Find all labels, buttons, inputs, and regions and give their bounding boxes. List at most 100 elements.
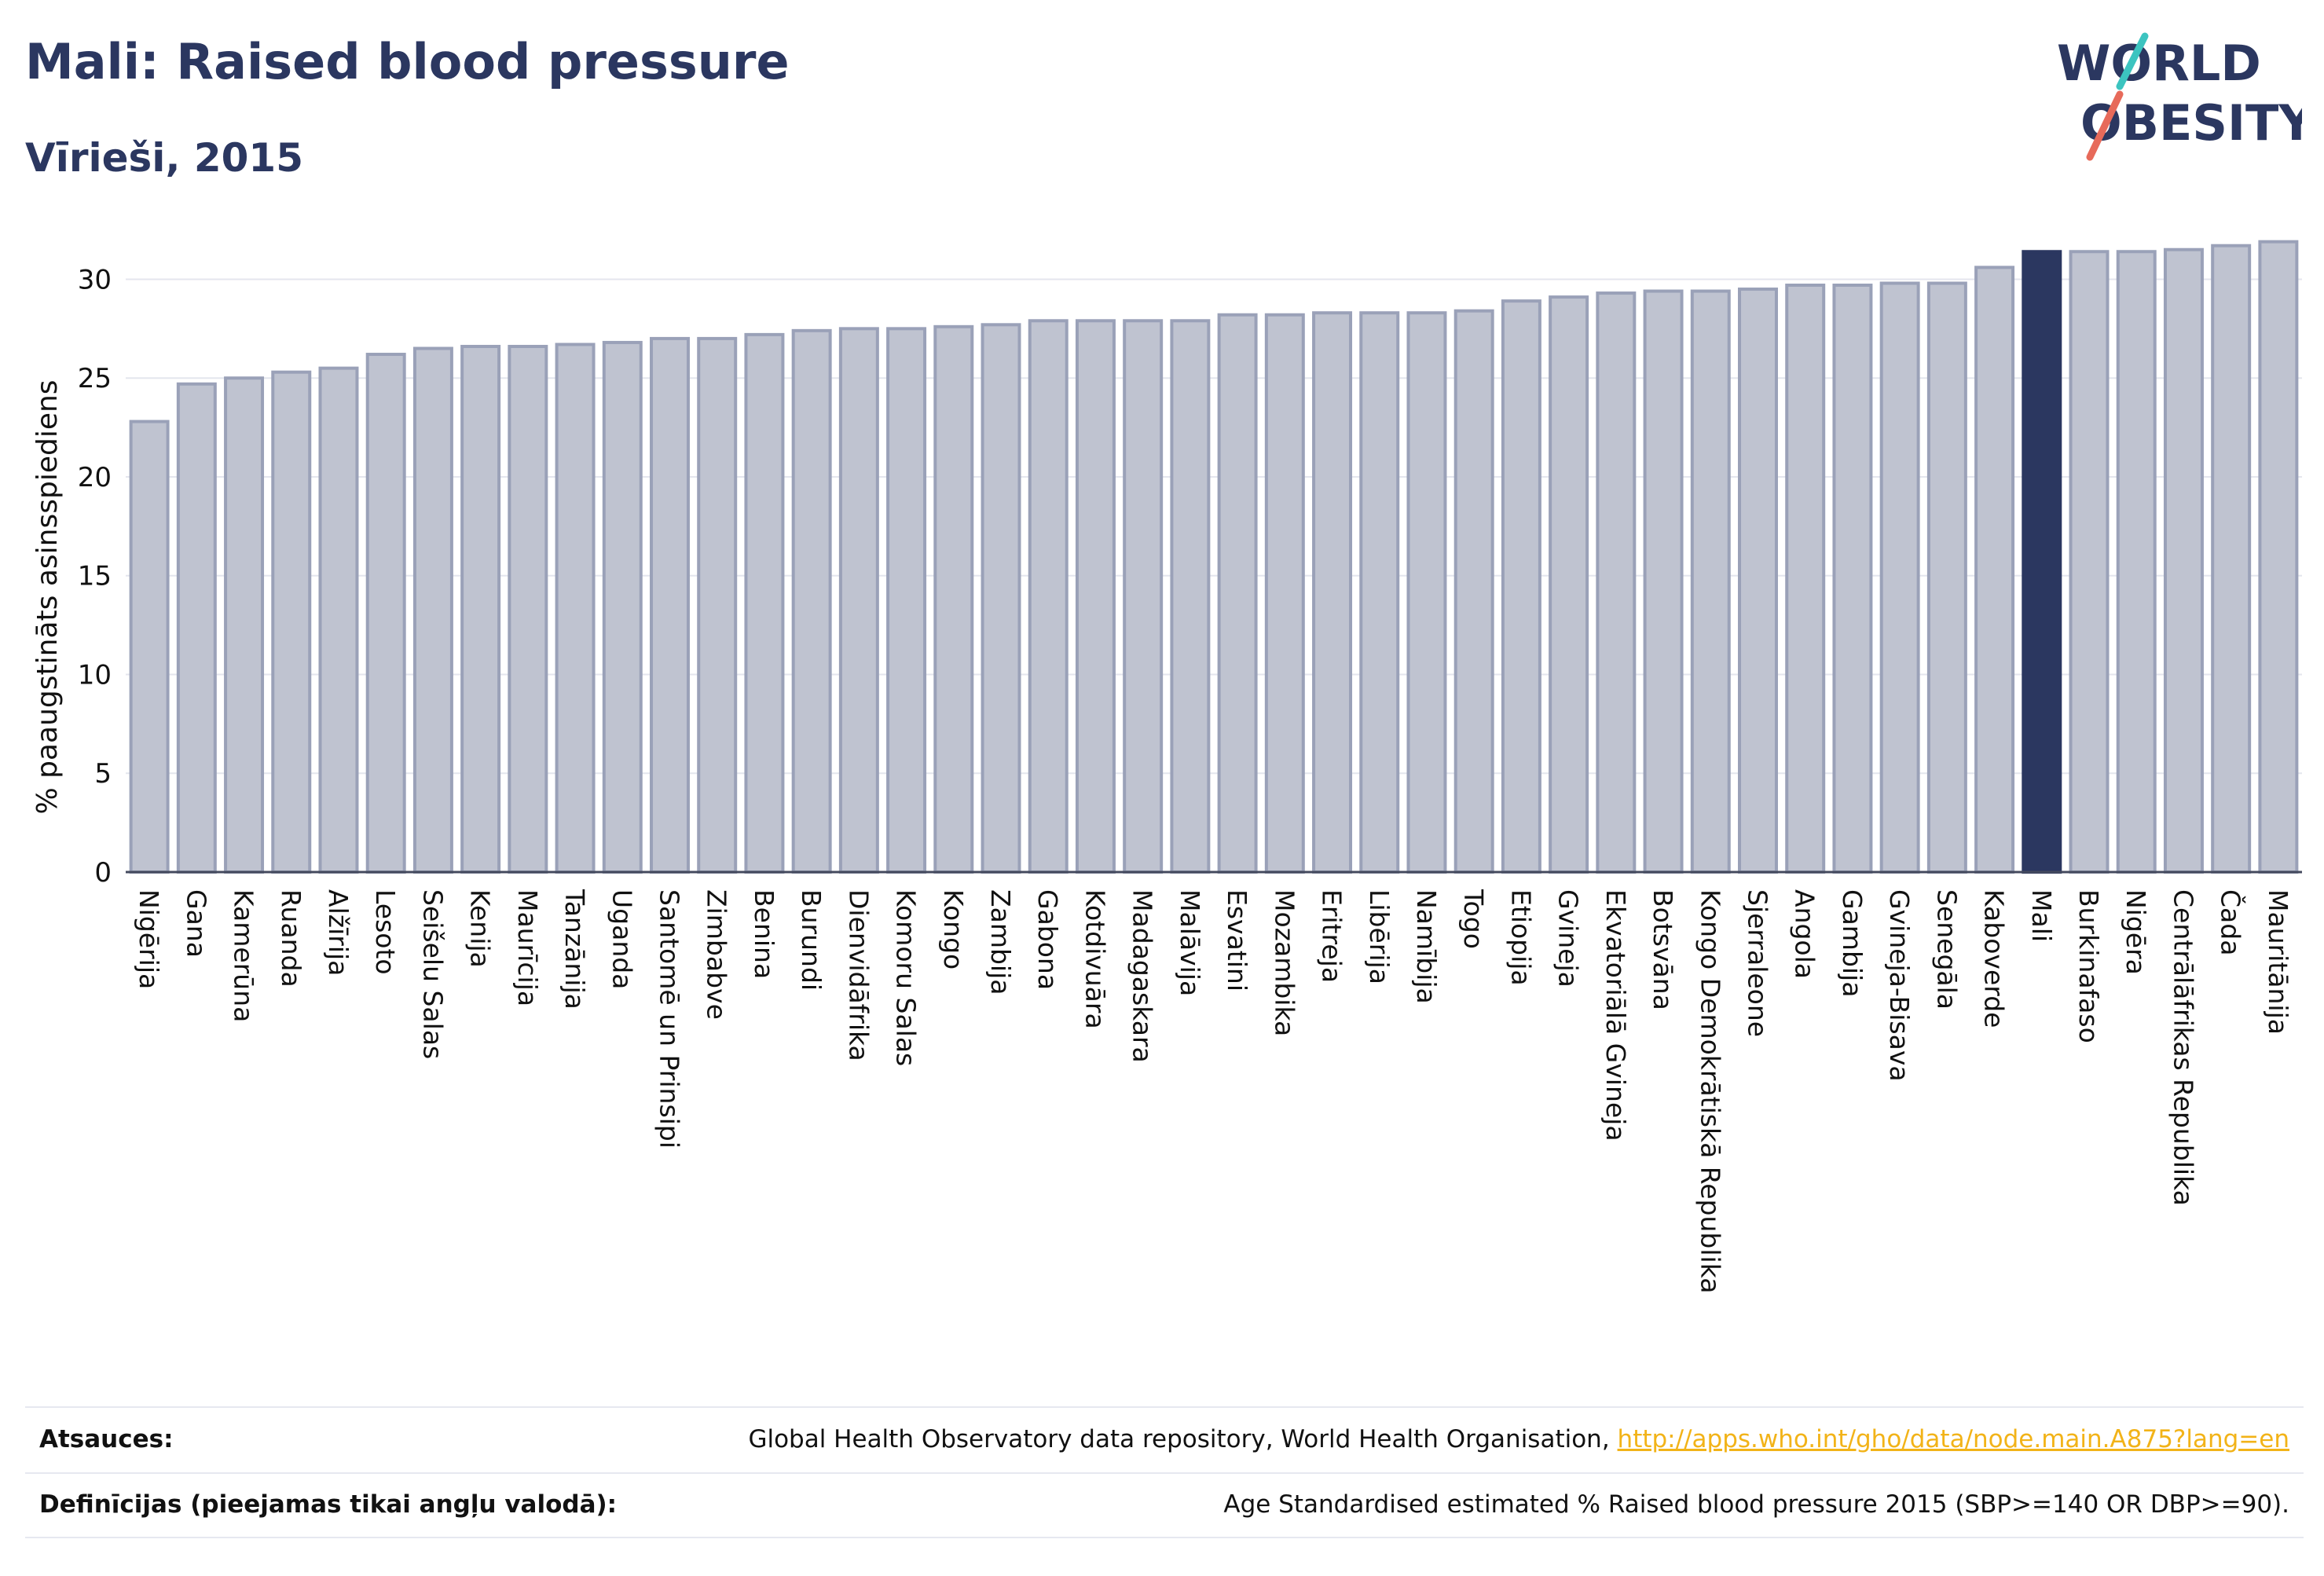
x-tick-label: Mauritānija [2263,889,2293,1035]
bar [2258,240,2299,874]
bar [176,382,217,874]
x-tick-label: Alžīrija [323,889,354,976]
bar [1453,309,1494,874]
footer-divider-middle [25,1472,2304,1474]
x-tick-label: Gvineja-Bisava [1884,889,1915,1082]
y-tick-label: 5 [94,758,112,790]
sources-link[interactable]: http://apps.who.int/gho/data/node.main.A… [1617,1425,2289,1453]
bar [1690,289,1731,874]
bar [365,353,406,874]
bar-chart: 0 5 10 15 20 25 30 Nigērija Gana Kamerūna Ruanda A… [31,240,2302,1293]
x-tick-label: Zimbabve [702,889,732,1020]
x-tick-label: Mozambika [1269,889,1299,1036]
y-axis-ticks: 0 5 10 15 20 25 30 [78,264,112,889]
x-tick-label: Dienvidāfrika [843,889,874,1061]
sources-text: Global Health Observatory data repositor… [748,1425,1610,1453]
x-tick-label: Gabona [1032,889,1063,990]
bar [886,327,927,874]
x-tick-label: Komoru Salas [891,889,922,1066]
x-tick-label: Burundi [796,889,827,991]
bar [697,336,738,874]
x-tick-label: Gana [181,889,211,958]
x-tick-label: Sjerraleone [1743,889,1773,1037]
x-tick-label: Esvatini [1222,889,1252,991]
page-title: Mali: Raised blood pressure [25,33,790,90]
bar [508,344,548,874]
bar [981,323,1021,874]
x-tick-label: Kongo Demokrātiskā Republika [1695,889,1725,1293]
x-tick-label: Madagaskara [1127,889,1158,1063]
bar [1170,319,1211,874]
bar [1028,319,1069,874]
y-tick-label: 30 [78,264,112,295]
world-obesity-logo: WORLD OBESITY [2057,32,2302,161]
bar [2069,250,2110,874]
bar [2211,244,2252,874]
bar-highlighted [2022,250,2062,874]
bar [1596,291,1637,874]
x-tick-label: Benina [749,889,779,979]
bar [791,328,832,874]
y-tick-label: 15 [78,561,112,592]
bar [1879,281,1920,874]
bar [318,366,359,874]
x-tick-label: Ruanda [276,889,306,988]
bar [1123,319,1164,874]
x-tick-label: Nigēra [2121,889,2151,975]
bar [1312,311,1353,874]
y-axis-label: % paaugstināts asinsspiediens [31,379,64,814]
x-tick-label: Gvineja [1553,889,1584,988]
bar [1359,311,1400,874]
bars [126,240,2302,874]
bar [744,332,785,874]
x-tick-label: Seišelu Salas [417,889,448,1059]
definitions-text: Age Standardised estimated % Raised bloo… [1223,1490,2289,1519]
x-tick-label: Kongo [938,889,969,969]
x-tick-label: Malāvija [1175,889,1205,996]
logo-slash-upper [2116,32,2149,90]
bar [460,344,501,874]
y-tick-label: 25 [78,363,112,394]
x-tick-label: Burkinafaso [2073,889,2104,1043]
x-tick-label: Kaboverde [1979,889,2010,1028]
bar [1217,313,1258,874]
x-tick-label: Eritreja [1317,889,1347,983]
bar [1926,281,1967,874]
x-tick-label: Namībija [1411,889,1442,1004]
bar [1738,288,1778,874]
bar [838,327,879,874]
x-tick-label: Mali [2026,889,2057,942]
definitions-label: Definīcijas (pieejamas tikai angļu valod… [39,1490,618,1519]
x-tick-label: Kenija [465,889,496,968]
x-tick-label: Uganda [607,889,637,989]
logo-slash-lower [2086,90,2124,161]
bar [1264,313,1305,874]
bar [412,346,453,874]
bar [650,336,690,874]
x-tick-label: Maurīcija [512,889,543,1006]
x-tick-label: Ekvatoriālā Gvineja [1600,889,1631,1142]
sources-value: Global Health Observatory data repositor… [748,1425,2289,1453]
footer-divider-bottom [25,1537,2304,1538]
bar [2163,247,2204,874]
bar [2116,250,2157,874]
x-tick-label: Senegāla [1931,889,1962,1010]
footer-sources-row: Atsauces: Global Health Observatory data… [25,1425,2304,1457]
x-tick-label: Lesoto [370,889,401,975]
footer-definitions-row: Definīcijas (pieejamas tikai angļu valod… [25,1490,2304,1522]
x-tick-label: Čada [2216,889,2247,955]
x-tick-label: Etiopija [1505,889,1536,986]
x-tick-label: Togo [1458,889,1489,949]
x-tick-label: Santomē un Prinsipi [654,889,685,1149]
bar [271,370,312,874]
x-tick-label: Kamerūna [229,889,259,1022]
bar [1501,299,1541,874]
x-tick-label: Gambija [1837,889,1868,997]
y-tick-label: 20 [78,462,112,493]
x-tick-label: Botsvāna [1648,889,1678,1010]
bar [1549,295,1589,874]
x-tick-label: Libērija [1364,889,1395,984]
x-tick-label: Tanzānija [559,889,590,1010]
bar [1406,311,1447,874]
x-tick-label: Kotdivuāra [1080,889,1110,1029]
